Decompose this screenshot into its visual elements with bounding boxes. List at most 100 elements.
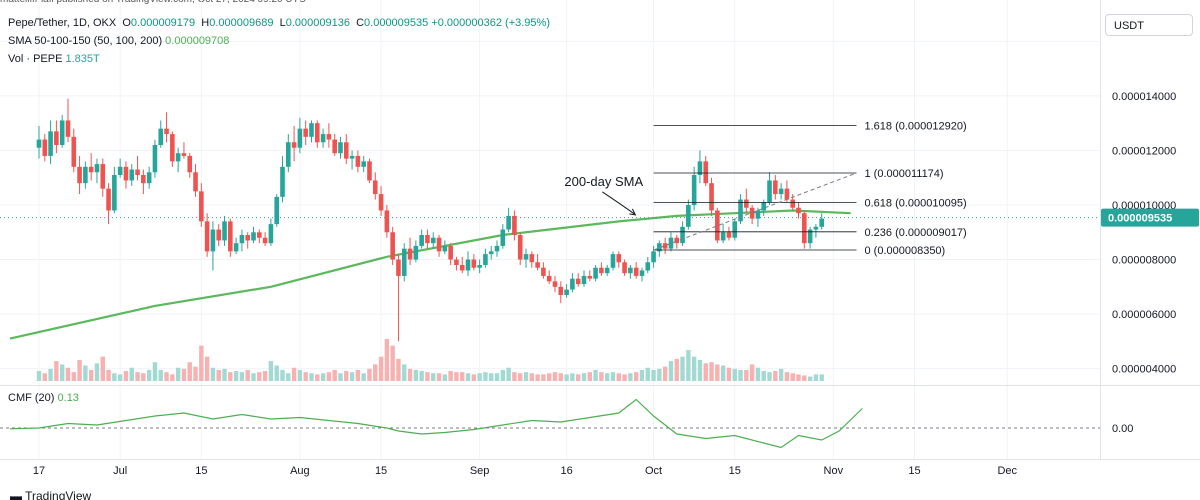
candle-body[interactable] bbox=[262, 237, 268, 244]
candle-body[interactable] bbox=[285, 142, 291, 167]
candle-body[interactable] bbox=[523, 254, 529, 260]
candle-body[interactable] bbox=[332, 139, 337, 154]
candle-body[interactable] bbox=[141, 175, 146, 184]
candle-body[interactable] bbox=[146, 172, 152, 184]
candle-body[interactable] bbox=[541, 267, 546, 276]
candle-body[interactable] bbox=[593, 267, 598, 279]
candle-body[interactable] bbox=[581, 275, 587, 285]
candle-body[interactable] bbox=[390, 232, 395, 260]
candle-body[interactable] bbox=[280, 166, 285, 197]
candle-body[interactable] bbox=[396, 259, 401, 276]
candle-body[interactable] bbox=[77, 166, 82, 184]
candle-body[interactable] bbox=[709, 183, 714, 211]
candle-body[interactable] bbox=[546, 275, 552, 282]
volume-row[interactable]: Vol · PEPE 1.835T bbox=[8, 50, 550, 68]
candle-body[interactable] bbox=[749, 207, 755, 219]
candle-body[interactable] bbox=[442, 245, 448, 252]
candle-body[interactable] bbox=[112, 175, 117, 211]
candle-body[interactable] bbox=[744, 199, 749, 208]
candle-body[interactable] bbox=[436, 237, 442, 252]
candle-body[interactable] bbox=[372, 180, 378, 195]
candle-body[interactable] bbox=[819, 218, 825, 227]
candle-body[interactable] bbox=[274, 196, 280, 225]
candle-body[interactable] bbox=[71, 136, 77, 167]
candle-body[interactable] bbox=[36, 139, 42, 148]
candle-body[interactable] bbox=[761, 202, 767, 211]
candle-body[interactable] bbox=[790, 199, 796, 208]
candle-body[interactable] bbox=[802, 213, 807, 244]
candle-body[interactable] bbox=[94, 164, 100, 173]
candle-body[interactable] bbox=[564, 289, 569, 295]
candle-body[interactable] bbox=[778, 188, 784, 195]
candle-body[interactable] bbox=[796, 207, 801, 214]
candle-body[interactable] bbox=[767, 180, 772, 203]
candle-body[interactable] bbox=[123, 166, 129, 181]
candle-body[interactable] bbox=[686, 205, 691, 227]
candle-body[interactable] bbox=[732, 221, 738, 238]
candle-body[interactable] bbox=[401, 248, 407, 276]
candle-body[interactable] bbox=[668, 237, 674, 249]
candle-body[interactable] bbox=[245, 235, 251, 241]
candle-body[interactable] bbox=[48, 131, 53, 156]
candle-body[interactable] bbox=[106, 188, 111, 211]
candle-body[interactable] bbox=[326, 134, 332, 140]
candle-body[interactable] bbox=[628, 267, 633, 274]
candle-body[interactable] bbox=[216, 229, 222, 241]
symbol-title[interactable]: Pepe/Tether, 1D, OKX bbox=[8, 17, 117, 29]
candle-body[interactable] bbox=[303, 128, 308, 137]
candle-body[interactable] bbox=[535, 262, 540, 268]
candle-body[interactable] bbox=[152, 145, 158, 173]
candle-body[interactable] bbox=[355, 155, 361, 167]
candle-body[interactable] bbox=[715, 210, 720, 241]
candle-body[interactable] bbox=[338, 142, 343, 154]
candle-body[interactable] bbox=[42, 139, 48, 156]
candle-body[interactable] bbox=[738, 199, 743, 222]
candle-body[interactable] bbox=[228, 221, 233, 252]
candle-body[interactable] bbox=[309, 123, 314, 137]
candle-body[interactable] bbox=[187, 155, 193, 173]
fib-trend-line[interactable] bbox=[653, 172, 857, 251]
candle-body[interactable] bbox=[575, 278, 581, 285]
candle-body[interactable] bbox=[599, 267, 604, 274]
candle-body[interactable] bbox=[257, 232, 262, 238]
candle-body[interactable] bbox=[813, 226, 819, 230]
candle-body[interactable] bbox=[297, 128, 303, 148]
candle-body[interactable] bbox=[193, 172, 198, 192]
candle-body[interactable] bbox=[662, 243, 668, 249]
candle-body[interactable] bbox=[506, 215, 511, 230]
candle-body[interactable] bbox=[413, 245, 419, 260]
candle-body[interactable] bbox=[419, 235, 424, 246]
candle-body[interactable] bbox=[773, 180, 778, 195]
candle-body[interactable] bbox=[210, 229, 216, 252]
candle-body[interactable] bbox=[448, 245, 453, 260]
candle-body[interactable] bbox=[384, 210, 390, 233]
candle-body[interactable] bbox=[512, 215, 517, 235]
candle-body[interactable] bbox=[639, 270, 645, 276]
candle-body[interactable] bbox=[314, 123, 320, 143]
candle-body[interactable] bbox=[65, 120, 71, 137]
candle-body[interactable] bbox=[720, 232, 726, 241]
candle-body[interactable] bbox=[587, 275, 593, 279]
candle-body[interactable] bbox=[807, 229, 813, 244]
candle-body[interactable] bbox=[500, 229, 506, 246]
candle-body[interactable] bbox=[633, 267, 639, 276]
last-price-badge[interactable] bbox=[1101, 208, 1199, 227]
candle-body[interactable] bbox=[726, 232, 732, 238]
candle-body[interactable] bbox=[465, 259, 471, 271]
candle-body[interactable] bbox=[88, 166, 94, 173]
candle-body[interactable] bbox=[697, 161, 703, 175]
candle-body[interactable] bbox=[367, 161, 372, 181]
candle-body[interactable] bbox=[477, 265, 482, 268]
candle-body[interactable] bbox=[199, 191, 204, 222]
candle-body[interactable] bbox=[59, 120, 65, 145]
candle-body[interactable] bbox=[651, 251, 656, 263]
candle-body[interactable] bbox=[181, 153, 187, 156]
candle-body[interactable] bbox=[407, 248, 413, 260]
candle-body[interactable] bbox=[488, 251, 494, 255]
candle-body[interactable] bbox=[251, 232, 256, 241]
candle-body[interactable] bbox=[100, 164, 106, 189]
candle-body[interactable] bbox=[343, 142, 349, 159]
candle-body[interactable] bbox=[616, 254, 622, 263]
candle-body[interactable] bbox=[645, 262, 651, 271]
sma-row[interactable]: SMA 50-100-150 (50, 100, 200) 0.00000970… bbox=[8, 32, 550, 50]
